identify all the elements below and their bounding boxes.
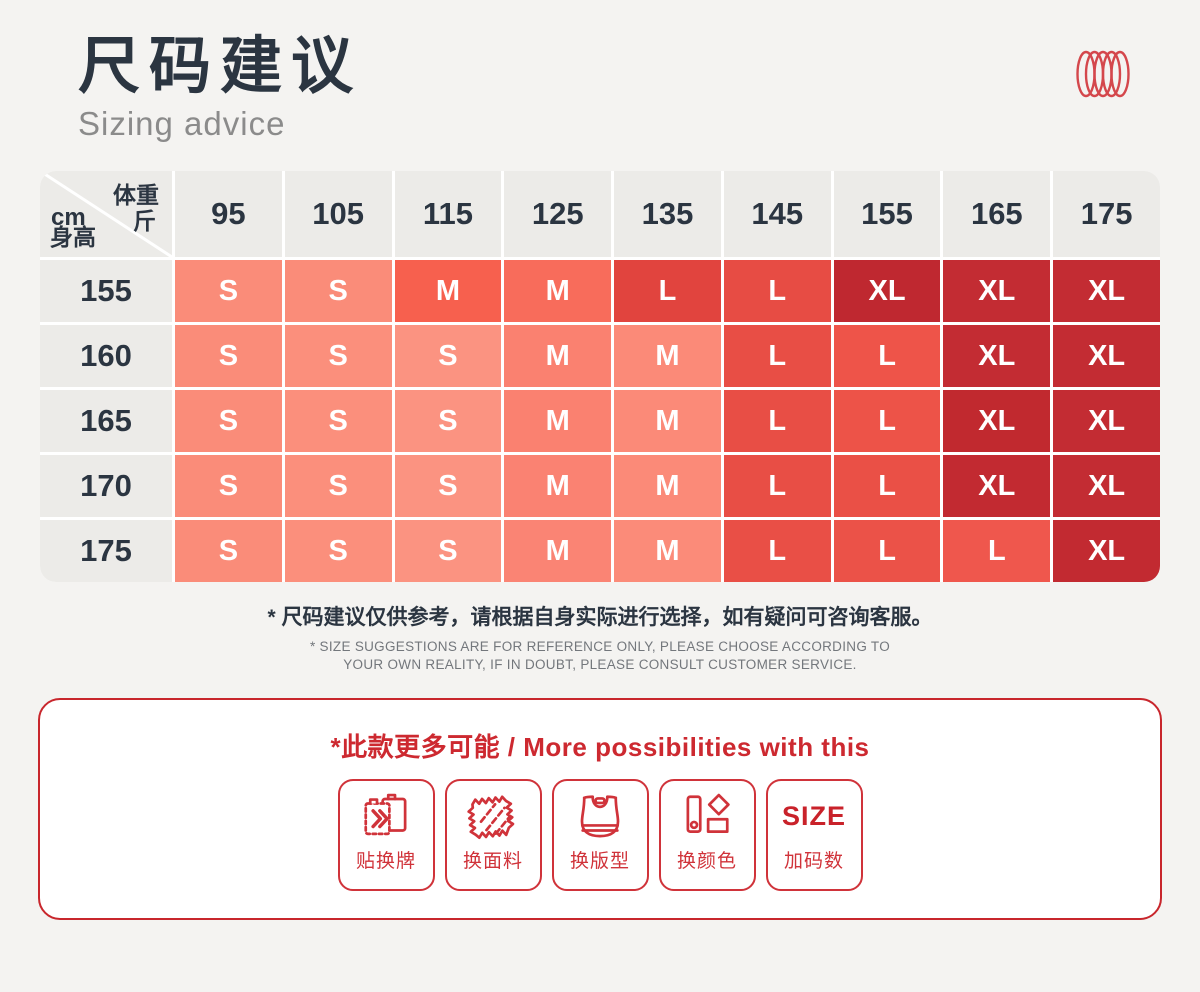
size-cell-165-155: L <box>833 390 941 453</box>
height-header-165: 165 <box>40 390 172 453</box>
size-cell-160-145: L <box>723 325 831 388</box>
footnote-zh: * 尺码建议仅供参考，请根据自身实际进行选择，如有疑问可咨询客服。 <box>267 606 933 630</box>
size-cell-175-155: L <box>833 520 941 583</box>
size-cell-160-165: XL <box>943 325 1051 388</box>
size-cell-175-115: S <box>394 520 502 583</box>
size-cell-175-105: S <box>284 520 392 583</box>
size-cell-155-115: M <box>394 260 502 323</box>
size-cell-170-145: L <box>723 455 831 518</box>
size-cell-170-165: XL <box>943 455 1051 518</box>
size-cell-175-145: L <box>723 520 831 583</box>
corner-height-unit: cm <box>51 204 86 232</box>
size-cell-155-145: L <box>723 260 831 323</box>
size-cell-155-95: S <box>175 260 282 323</box>
size-cell-165-145: L <box>723 390 831 453</box>
size-cell-170-155: L <box>833 455 941 518</box>
size-cell-160-115: S <box>394 325 502 388</box>
possibilities-title: *此款更多可能 / More possibilities with this <box>330 731 870 762</box>
footnote-en: * SIZE SUGGESTIONS ARE FOR REFERENCE ONL… <box>0 638 1200 674</box>
change-pattern-label: 换版型 <box>569 850 630 872</box>
size-cell-175-135: M <box>614 520 721 583</box>
weight-header-115: 115 <box>394 171 502 258</box>
corner-height-label: 身高 <box>50 224 96 251</box>
size-table: 体重 斤 cm 身高 95 105 115 125 135 145 155 165 175 155… <box>40 171 1160 583</box>
bra-pattern-icon <box>580 795 620 838</box>
weight-header-135: 135 <box>614 171 721 258</box>
size-cell-160-125: M <box>504 325 612 388</box>
size-cell-155-135: L <box>614 260 721 323</box>
size-cell-155-165: XL <box>943 260 1051 323</box>
size-cell-155-125: M <box>504 260 612 323</box>
size-cell-175-175: XL <box>1053 520 1160 583</box>
diagonal-divider <box>40 171 172 257</box>
footnote: * 尺码建议仅供参考，请根据自身实际进行选择，如有疑问可咨询客服。 * SIZE… <box>0 601 1200 674</box>
size-cell-160-175: XL <box>1053 325 1160 388</box>
height-header-160: 160 <box>40 325 172 388</box>
swap-tag-button[interactable]: 贴换牌 <box>337 778 435 891</box>
height-header-155: 155 <box>40 260 172 323</box>
size-cell-165-105: S <box>284 390 392 453</box>
page-title: 尺码建议 <box>78 32 363 101</box>
size-cell-165-125: M <box>504 390 612 453</box>
size-cell-175-95: S <box>175 520 282 583</box>
size-cell-155-105: S <box>284 260 392 323</box>
page-subtitle: Sizing advice <box>78 105 286 143</box>
size-cell-165-115: S <box>394 390 502 453</box>
size-text-icon: SIZE <box>781 801 846 832</box>
size-cell-160-135: M <box>614 325 721 388</box>
size-cell-170-175: XL <box>1053 455 1160 518</box>
weight-header-145: 145 <box>723 171 831 258</box>
corner-weight-unit: 斤 <box>133 208 156 235</box>
change-fabric-label: 换面料 <box>462 850 523 872</box>
size-cell-170-95: S <box>175 455 282 518</box>
size-cell-165-175: XL <box>1053 390 1160 453</box>
page-header: 尺码建议 Sizing advice <box>0 0 1200 143</box>
size-cell-170-115: S <box>394 455 502 518</box>
swap-tag-label: 贴换牌 <box>355 850 416 872</box>
change-pattern-button[interactable]: 换版型 <box>551 778 649 891</box>
height-header-175: 175 <box>40 520 172 583</box>
height-header-170: 170 <box>40 455 172 518</box>
size-cell-160-105: S <box>284 325 392 388</box>
size-cell-160-155: L <box>833 325 941 388</box>
size-cell-170-105: S <box>284 455 392 518</box>
size-cell-165-95: S <box>175 390 282 453</box>
size-cell-160-95: S <box>175 325 282 388</box>
color-swatch-icon <box>686 793 730 833</box>
weight-header-165: 165 <box>943 171 1051 258</box>
change-color-button[interactable]: 换颜色 <box>658 778 756 891</box>
size-cell-175-165: L <box>943 520 1051 583</box>
size-cell-170-135: M <box>614 455 721 518</box>
corner-weight-label: 体重 <box>113 182 159 209</box>
weight-header-105: 105 <box>284 171 392 258</box>
size-cell-165-135: M <box>614 390 721 453</box>
weight-header-125: 125 <box>504 171 612 258</box>
possibilities-box: *此款更多可能 / More possibilities with this 贴… <box>38 697 1162 920</box>
size-cell-170-125: M <box>504 455 612 518</box>
size-cell-165-165: XL <box>943 390 1051 453</box>
weight-header-155: 155 <box>833 171 941 258</box>
footnote-en-line1: * SIZE SUGGESTIONS ARE FOR REFERENCE ONL… <box>309 639 891 655</box>
table-corner-cell: 体重 斤 cm 身高 <box>40 171 172 258</box>
coil-icon <box>1076 50 1130 98</box>
fabric-icon <box>467 795 515 839</box>
weight-header-95: 95 <box>175 171 282 258</box>
swap-tag-icon <box>364 793 407 835</box>
footnote-en-line2: YOUR OWN REALITY, IF IN DOUBT, PLEASE CO… <box>343 656 857 672</box>
possibilities-buttons: 贴换牌 换面料 <box>40 778 1160 891</box>
change-fabric-button[interactable]: 换面料 <box>444 778 542 891</box>
size-cell-155-155: XL <box>833 260 941 323</box>
size-cell-175-125: M <box>504 520 612 583</box>
size-cell-155-175: XL <box>1053 260 1160 323</box>
add-sizes-button[interactable]: SIZE 加码数 <box>765 778 863 891</box>
add-sizes-label: 加码数 <box>783 850 844 872</box>
change-color-label: 换颜色 <box>676 850 737 872</box>
weight-header-175: 175 <box>1053 171 1160 258</box>
